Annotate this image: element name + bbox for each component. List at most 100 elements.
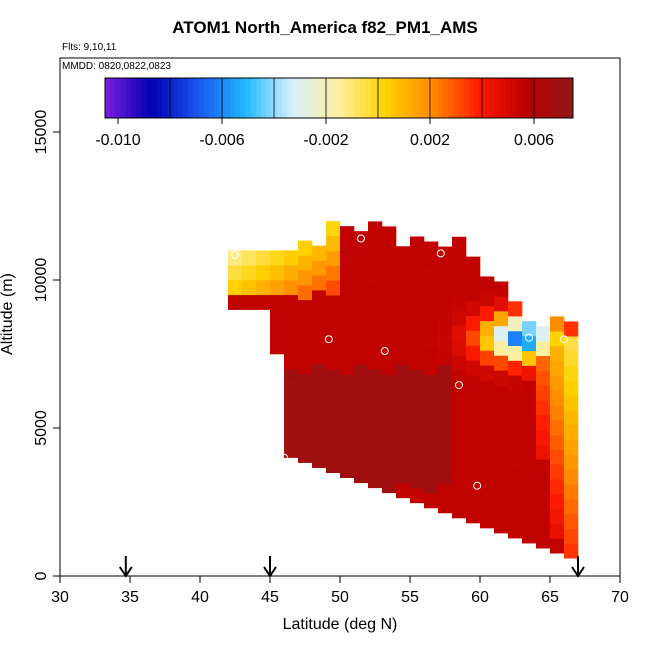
heatmap-cell — [368, 384, 383, 400]
heatmap-cell — [368, 369, 383, 385]
sample-marker — [324, 335, 333, 344]
heatmap-cell — [494, 355, 509, 371]
heatmap-cell — [284, 368, 299, 384]
heatmap-cell — [424, 478, 439, 494]
heatmap-cell — [536, 459, 551, 475]
heatmap-cell — [354, 245, 369, 262]
heatmap-cell — [452, 325, 467, 341]
heatmap-cell — [396, 261, 411, 277]
colorbar-segment — [401, 78, 407, 118]
heatmap-cell — [424, 345, 439, 361]
colorbar-segment — [136, 78, 142, 118]
heatmap-cell — [284, 309, 299, 325]
heatmap-cell — [522, 395, 537, 411]
heatmap-cell — [452, 503, 467, 519]
heatmap-cell — [480, 380, 495, 396]
colorbar-segment — [380, 78, 387, 118]
heatmap-cell — [312, 304, 327, 320]
heatmap-cell — [326, 339, 341, 355]
heatmap-cell — [522, 365, 537, 381]
y-tick-label: 10000 — [33, 258, 50, 303]
colorbar-segment — [500, 78, 506, 118]
heatmap-cell — [340, 285, 355, 301]
heatmap-cell — [382, 344, 397, 360]
heatmap-cell — [494, 311, 509, 327]
heatmap-cell — [340, 448, 355, 464]
heatmap-cell — [368, 236, 383, 252]
heatmap-cell — [326, 428, 341, 444]
heatmap-cell — [550, 449, 565, 465]
heatmap-cell — [368, 398, 383, 415]
heatmap-cell — [354, 364, 369, 380]
heatmap-cell — [508, 360, 523, 376]
colorbar-segment — [458, 78, 465, 118]
heatmap-cell — [494, 488, 509, 504]
heatmap-cell — [410, 443, 425, 459]
colorbar-segment — [105, 78, 111, 118]
heatmap-cell — [410, 369, 425, 385]
heatmap-cell — [326, 280, 341, 296]
colorbar-segment — [198, 78, 205, 118]
colorbar-segment — [214, 78, 220, 118]
heatmap-cell — [410, 280, 425, 296]
heatmap-cell — [340, 433, 355, 449]
colorbar-segment — [391, 78, 397, 118]
heatmap-cell — [550, 346, 565, 362]
heatmap-cell — [298, 373, 313, 389]
colorbar-segment — [547, 78, 553, 118]
heatmap-cell — [354, 260, 369, 276]
heatmap-cell — [438, 438, 453, 455]
heatmap-cell — [508, 434, 523, 450]
heatmap-cell — [424, 419, 439, 435]
colorbar-segment — [235, 78, 241, 118]
heatmap-cell — [494, 429, 509, 445]
heatmap-cell — [480, 454, 495, 470]
heatmap-cell — [480, 468, 495, 484]
heatmap-cell — [508, 390, 523, 406]
heatmap-cell — [368, 295, 383, 311]
heatmap-cell — [354, 453, 369, 469]
colorbar-tick-label: 0.006 — [514, 132, 554, 149]
heatmap-cell — [536, 474, 551, 490]
heatmap-cell — [382, 315, 397, 331]
heatmap-cell — [312, 349, 327, 365]
colorbar-segment — [131, 78, 137, 118]
heatmap-cell — [396, 305, 411, 321]
colorbar-segment — [328, 78, 335, 118]
heatmap-cell — [452, 355, 467, 371]
heatmap-cell — [438, 290, 453, 307]
heatmap-cell — [354, 393, 369, 410]
heatmap-cell — [550, 508, 565, 524]
heatmap-cell — [410, 266, 425, 282]
heatmap-cell — [424, 359, 439, 376]
heatmap-cell — [340, 300, 355, 316]
heatmap-cell — [354, 231, 369, 247]
heatmap-cell — [312, 319, 327, 335]
heatmap-cell — [396, 394, 411, 410]
heatmap-cell — [550, 360, 565, 376]
heatmap-cell — [298, 388, 313, 404]
heatmap-cell — [396, 453, 411, 469]
heatmap-cell — [564, 395, 579, 411]
heatmap-cell — [256, 280, 271, 296]
heatmap-cell — [452, 281, 467, 297]
heatmap-cell — [480, 320, 495, 336]
heatmap-cell — [242, 294, 257, 310]
heatmap-cell — [368, 428, 383, 444]
heatmap-cell — [536, 533, 551, 549]
colorbar-segment — [229, 78, 236, 118]
heatmap-cell — [536, 400, 551, 416]
heatmap-cell — [536, 429, 551, 445]
colorbar-segment — [261, 78, 267, 118]
heatmap-cell — [354, 438, 369, 454]
heatmap-cell — [494, 385, 509, 401]
heatmap-cell — [396, 438, 411, 454]
heatmap-cell — [410, 414, 425, 430]
heatmap-cell — [228, 294, 243, 310]
colorbar-segment — [385, 78, 392, 118]
heatmap-cell — [494, 340, 509, 356]
heatmap-cell — [564, 513, 579, 529]
heatmap-cell — [284, 442, 299, 458]
colorbar-segment — [443, 78, 449, 118]
heatmap-cell — [438, 379, 453, 395]
